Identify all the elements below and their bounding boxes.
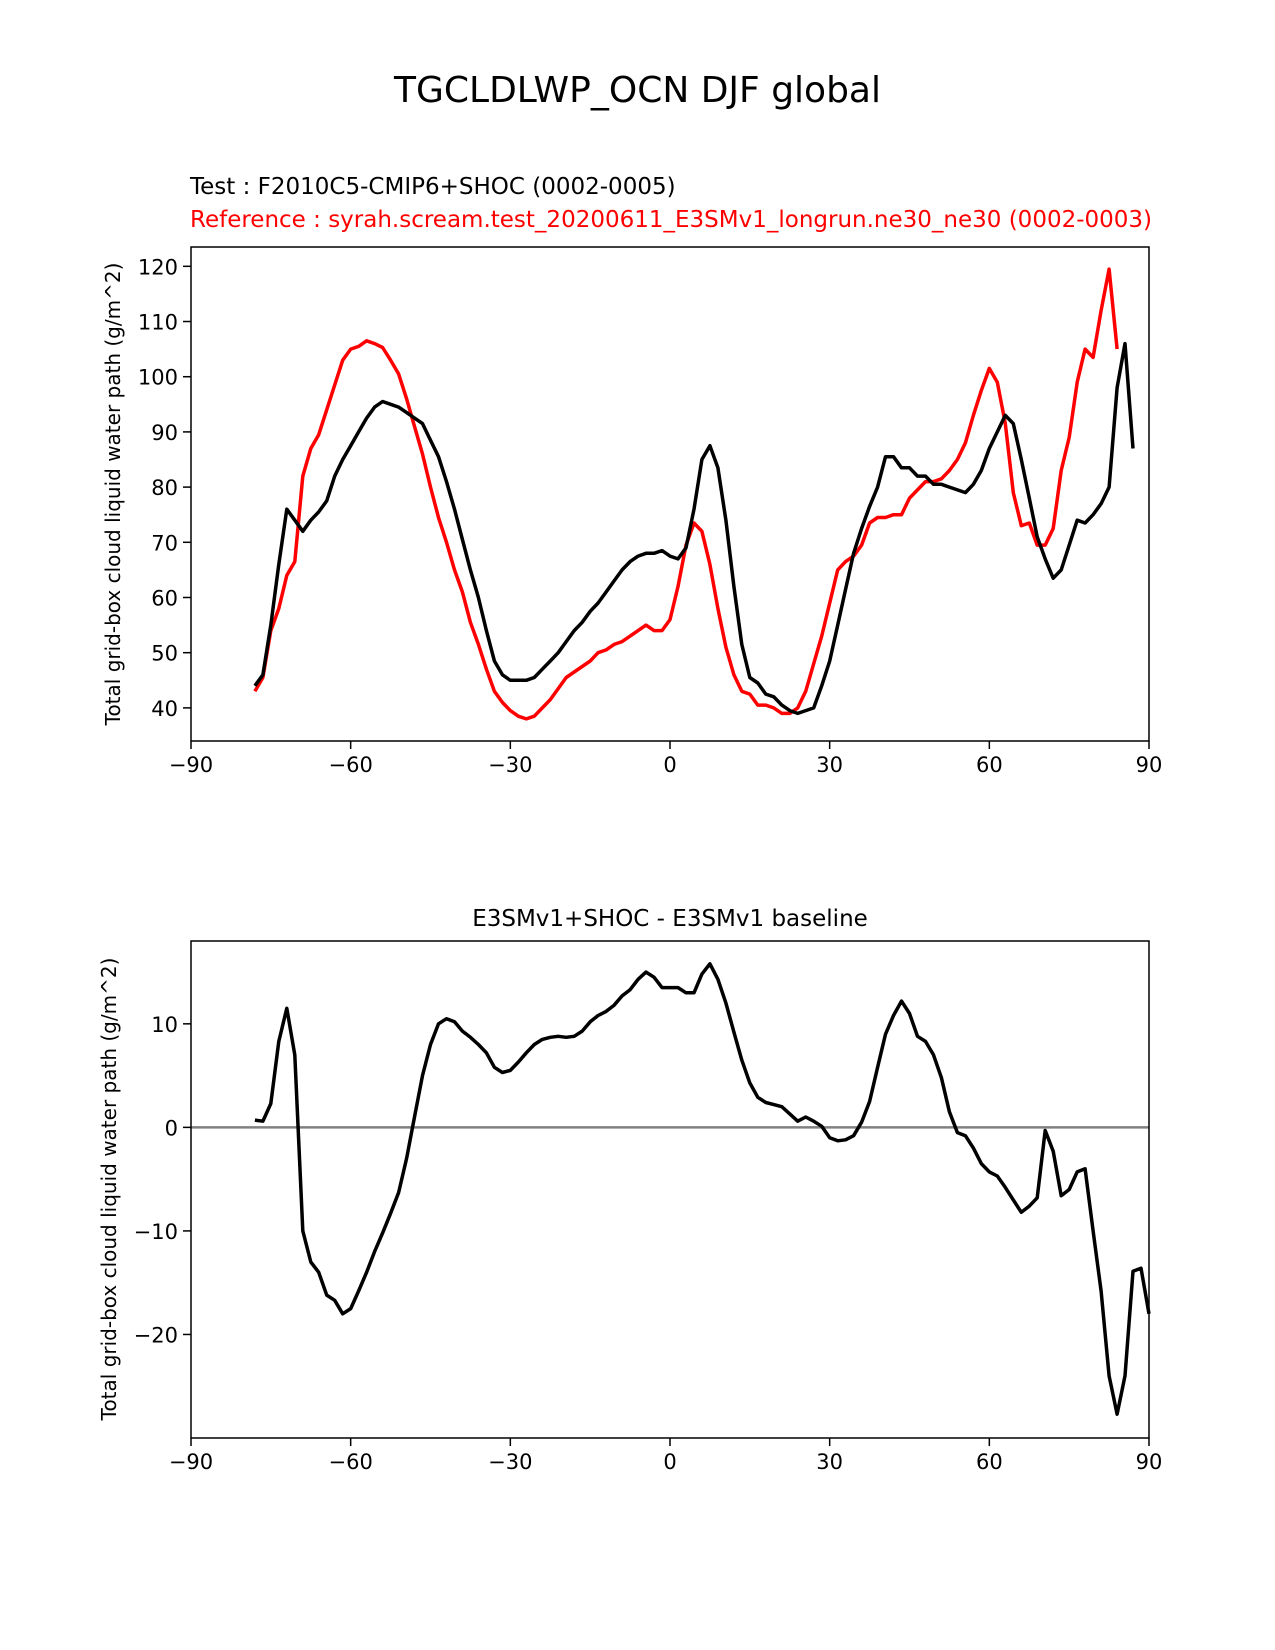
top-series-test bbox=[253, 341, 1135, 716]
bottom-ytick-label: −20 bbox=[134, 1323, 178, 1347]
top-ytick-label: 70 bbox=[151, 531, 178, 555]
top-ytick-label: 110 bbox=[138, 311, 178, 335]
bottom-chart-data bbox=[191, 962, 1151, 1416]
bottom-chart-ylabel: Total grid-box cloud liquid water path (… bbox=[97, 958, 121, 1422]
top-ytick-label: 100 bbox=[138, 366, 178, 390]
top-xtick-label: −60 bbox=[329, 753, 373, 777]
test-subtitle: Test : F2010C5-CMIP6+SHOC (0002-0005) bbox=[190, 174, 676, 200]
top-series-reference bbox=[253, 267, 1119, 721]
bottom-chart-title: E3SMv1+SHOC - E3SMv1 baseline bbox=[472, 906, 868, 932]
top-ytick-label: 60 bbox=[151, 586, 178, 610]
bottom-chart: E3SMv1+SHOC - E3SMv1 baseline −90 −60 −30 0… bbox=[97, 906, 1162, 1474]
top-xtick-label: −30 bbox=[488, 753, 532, 777]
top-ytick-label: 120 bbox=[138, 255, 178, 279]
top-ytick-label: 40 bbox=[151, 697, 178, 721]
top-chart-frame bbox=[190, 246, 1150, 742]
bottom-xtick-label: −60 bbox=[329, 1450, 373, 1474]
top-xtick-label: 60 bbox=[976, 753, 1003, 777]
bottom-ytick-label: −10 bbox=[134, 1220, 178, 1244]
figure-title: TGCLDLWP_OCN DJF global bbox=[394, 70, 881, 111]
top-chart: −90 −60 −30 0 30 60 90 40 50 60 70 80 90 100 110 120 To… bbox=[101, 246, 1162, 777]
top-ytick-label: 90 bbox=[151, 421, 178, 445]
bottom-xtick-label: 30 bbox=[816, 1450, 843, 1474]
top-xtick-label: 0 bbox=[663, 753, 676, 777]
bottom-series-difference bbox=[254, 962, 1151, 1416]
top-ytick-label: 50 bbox=[151, 642, 178, 666]
bottom-xtick-label: 90 bbox=[1136, 1450, 1163, 1474]
bottom-xtick-label: −90 bbox=[169, 1450, 213, 1474]
top-chart-axes: −90 −60 −30 0 30 60 90 40 50 60 70 80 90 100 110 120 bbox=[138, 255, 1162, 777]
bottom-xtick-label: 0 bbox=[663, 1450, 676, 1474]
bottom-xtick-label: 60 bbox=[976, 1450, 1003, 1474]
top-ytick-label: 80 bbox=[151, 476, 178, 500]
top-xtick-label: 90 bbox=[1136, 753, 1163, 777]
top-chart-ylabel: Total grid-box cloud liquid water path (… bbox=[101, 263, 125, 727]
top-xtick-label: 30 bbox=[816, 753, 843, 777]
top-chart-data bbox=[253, 267, 1135, 721]
bottom-ytick-label: 10 bbox=[151, 1013, 178, 1037]
bottom-xtick-label: −30 bbox=[488, 1450, 532, 1474]
top-xtick-label: −90 bbox=[169, 753, 213, 777]
reference-subtitle: Reference : syrah.scream.test_20200611_E… bbox=[190, 207, 1153, 233]
bottom-chart-axes: −90 −60 −30 0 30 60 90 −20 −10 0 10 bbox=[134, 1013, 1163, 1474]
bottom-ytick-label: 0 bbox=[165, 1116, 178, 1140]
